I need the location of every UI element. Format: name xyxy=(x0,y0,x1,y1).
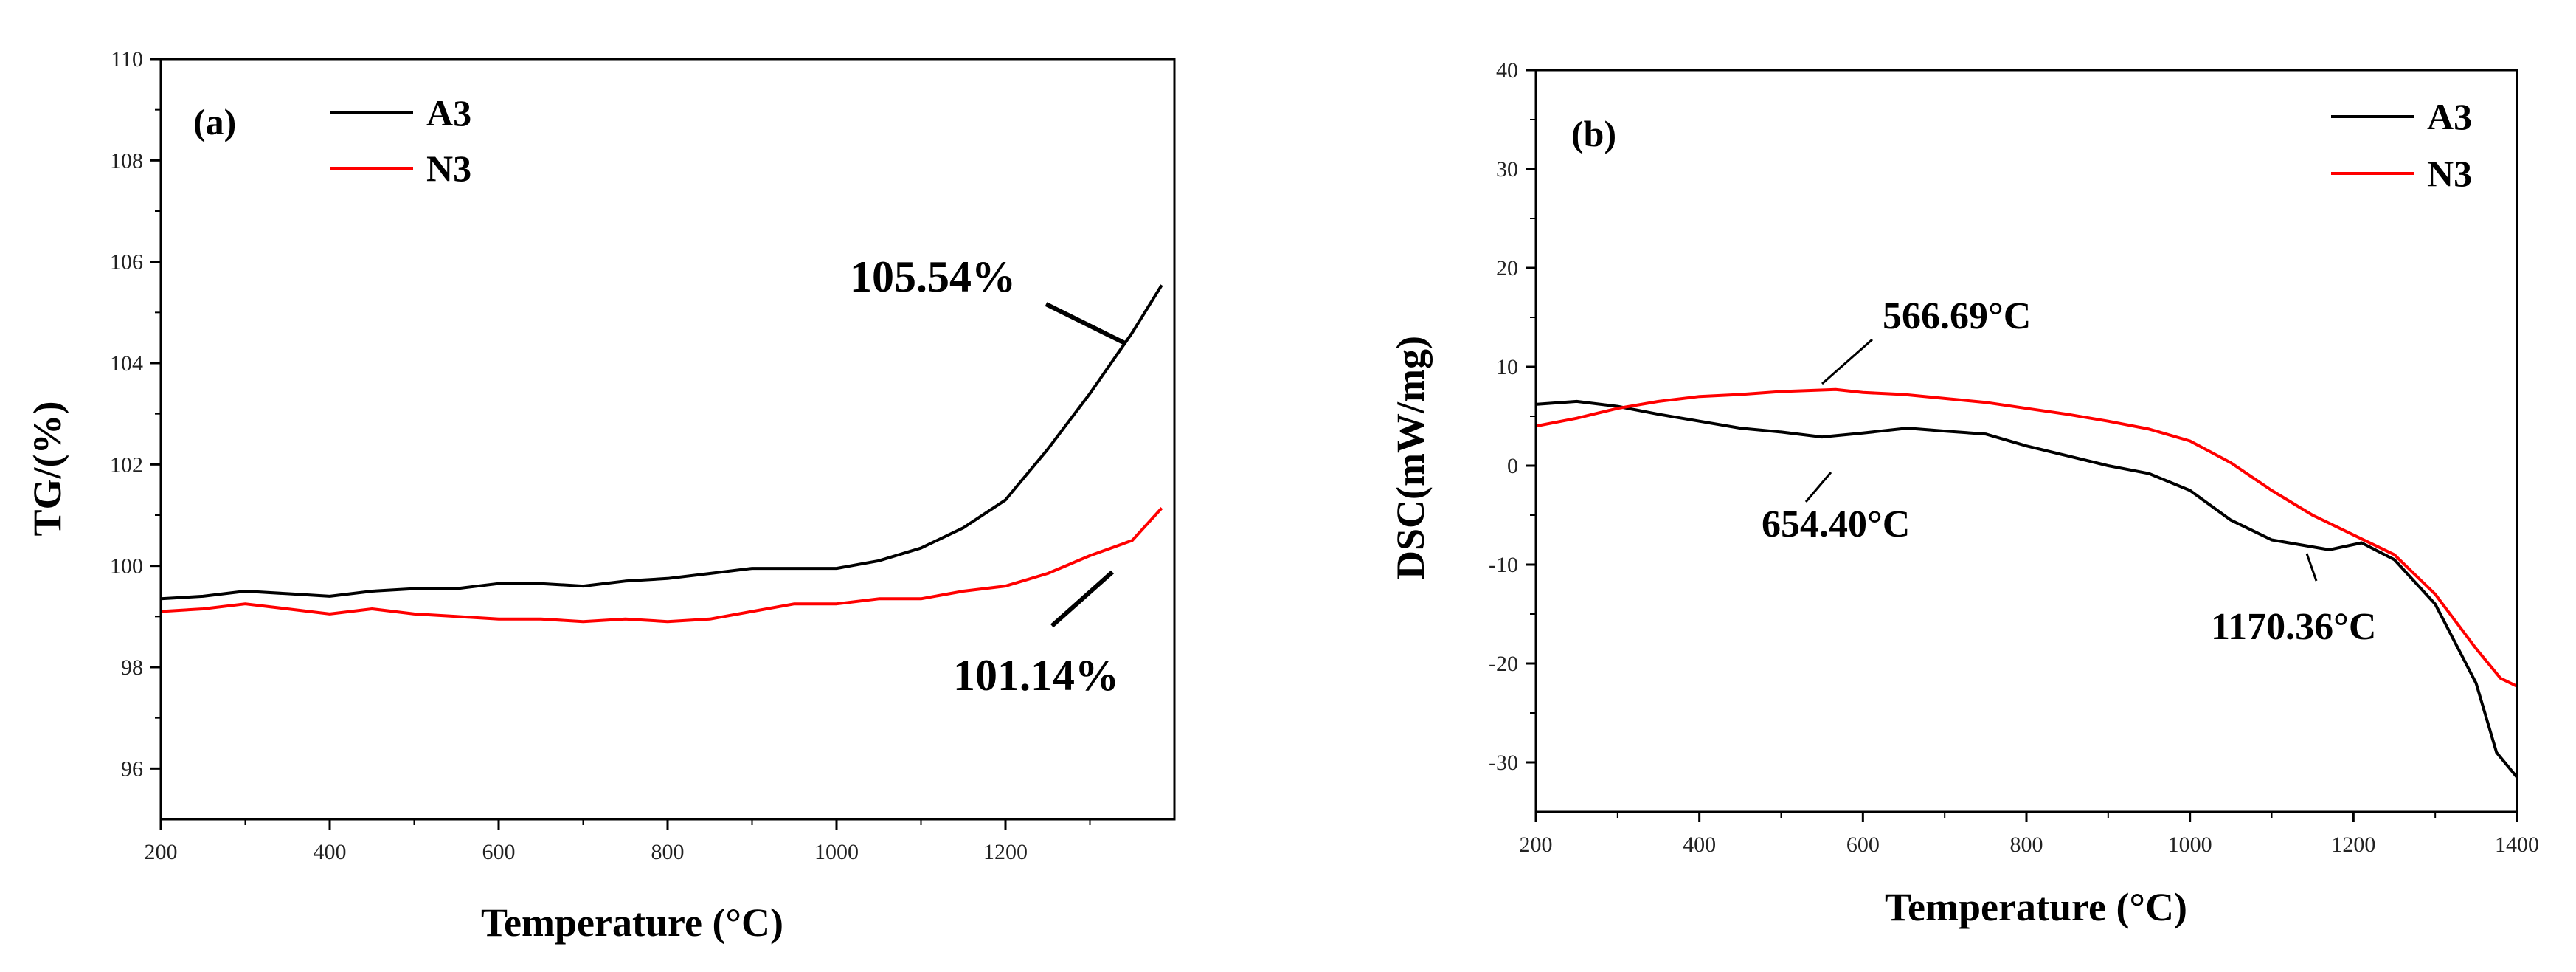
b-y-tick-label: 30 xyxy=(1496,157,1518,182)
b-legend-label-A3: A3 xyxy=(2427,96,2472,137)
a-x-tick-label: 1200 xyxy=(983,840,1028,864)
b-annotation-A3-leader1 xyxy=(1804,472,1832,503)
panel-a: 200 400 600 800 1000 1200 96 98 100 102 104 106 108 1… xyxy=(25,47,1176,945)
a-legend: A3 N3 xyxy=(330,92,471,189)
a-series-line-N3 xyxy=(160,507,1163,624)
a-y-tick-label: 104 xyxy=(110,351,143,376)
a-ticks-layer: 200 400 600 800 1000 1200 96 98 100 102 104 106 108 1… xyxy=(110,47,1091,864)
b-y-tick-label: 40 xyxy=(1496,58,1518,83)
b-y-tick-label: -10 xyxy=(1489,553,1518,577)
a-y-axis-title: TG/(%) xyxy=(25,401,69,537)
b-annotation-A3-min2: 1170.36°C xyxy=(2211,606,2376,648)
b-x-tick-label: 1200 xyxy=(2331,833,2375,857)
b-annotation-A3-min1: 654.40°C xyxy=(1762,503,1910,545)
b-x-axis-title: Temperature (°C) xyxy=(1885,885,2187,929)
a-y-tick-label: 102 xyxy=(110,452,143,477)
b-y-tick-label: -30 xyxy=(1489,751,1518,775)
b-y-tick-label: 20 xyxy=(1496,256,1518,280)
b-y-tick-label: 0 xyxy=(1507,454,1518,478)
b-y-tick-label: -20 xyxy=(1489,652,1518,676)
b-x-tick-label: 1000 xyxy=(2168,833,2212,857)
a-y-tick-label: 98 xyxy=(121,655,143,680)
b-legend-label-N3: N3 xyxy=(2427,153,2472,194)
a-annotation-N3-final: 101.14% xyxy=(953,651,1119,700)
b-annotation-N3-peak: 566.69°C xyxy=(1883,295,2031,337)
b-x-tick-label: 200 xyxy=(1520,833,1553,857)
a-x-tick-label: 400 xyxy=(314,840,347,864)
b-annotations: 566.69°C 654.40°C 1170.36°C xyxy=(1762,295,2376,648)
a-y-tick-label: 106 xyxy=(110,250,143,275)
b-plot-frame xyxy=(1534,69,2518,813)
a-x-axis-title: Temperature (°C) xyxy=(481,900,783,945)
b-annotation-A3-leader2 xyxy=(2305,553,2318,582)
a-annotation-N3-leader xyxy=(1050,570,1114,628)
a-x-tick-label: 800 xyxy=(651,840,685,864)
b-y-tick-label: 10 xyxy=(1496,355,1518,379)
a-x-tick-label: 200 xyxy=(145,840,178,864)
a-legend-label-N3: N3 xyxy=(426,148,471,189)
a-series-layer xyxy=(160,284,1163,624)
a-legend-label-A3: A3 xyxy=(426,92,471,134)
a-x-tick-label: 1000 xyxy=(814,840,859,864)
b-x-tick-label: 1400 xyxy=(2495,833,2539,857)
a-series-line-A3 xyxy=(160,284,1163,601)
b-series-line-A3 xyxy=(1535,399,2518,779)
a-y-tick-label: 100 xyxy=(110,554,143,579)
panel-b: 200 400 600 800 1000 1200 1400 -30 -20 -10 0 10 20 30… xyxy=(1388,58,2539,929)
a-y-tick-label: 96 xyxy=(121,756,143,781)
b-x-tick-label: 400 xyxy=(1683,833,1716,857)
b-series-layer xyxy=(1535,387,2518,779)
a-plot-frame xyxy=(159,58,1176,821)
a-y-tick-label: 110 xyxy=(111,47,143,72)
a-y-tick-label: 108 xyxy=(110,148,143,173)
b-legend: A3 N3 xyxy=(2331,96,2472,194)
b-x-tick-label: 800 xyxy=(2010,833,2043,857)
b-ticks-layer: 200 400 600 800 1000 1200 1400 -30 -20 -10 0 10 20 30… xyxy=(1489,58,2539,857)
a-x-tick-label: 600 xyxy=(482,840,516,864)
a-annotation-A3-final: 105.54% xyxy=(850,252,1016,301)
b-series-line-N3 xyxy=(1535,387,2518,688)
b-panel-label: (b) xyxy=(1571,113,1616,154)
b-y-axis-title: DSC(mW/mg) xyxy=(1388,336,1433,579)
a-panel-label: (a) xyxy=(193,101,236,142)
a-annotations: 105.54% 101.14% xyxy=(850,252,1126,700)
b-x-tick-label: 600 xyxy=(1846,833,1880,857)
a-annotation-A3-leader xyxy=(1045,302,1126,345)
b-annotation-N3-leader xyxy=(1821,338,1873,385)
